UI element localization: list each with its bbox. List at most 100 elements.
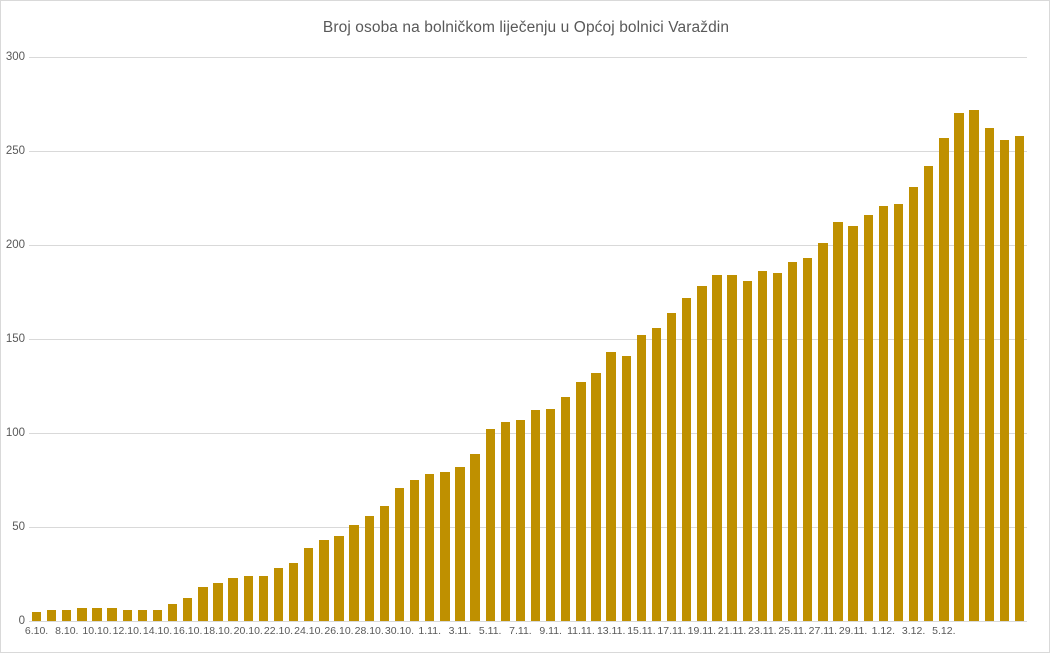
x-axis-tick-label: 3.12. xyxy=(901,625,926,637)
bar xyxy=(591,372,601,621)
gridline xyxy=(29,151,1027,152)
x-axis-tick-label: 7.11. xyxy=(509,625,532,637)
gridline xyxy=(29,433,1027,434)
bar xyxy=(485,429,495,621)
x-axis-tick-label: 21.11. xyxy=(717,625,747,637)
x-axis-tick-label: 15.11. xyxy=(627,625,656,637)
bar xyxy=(878,205,889,621)
plot-area xyxy=(29,57,1027,622)
bar xyxy=(666,312,677,621)
bar xyxy=(697,286,707,621)
bar xyxy=(228,577,238,621)
bar xyxy=(545,408,556,621)
bar xyxy=(863,214,873,621)
bar xyxy=(939,137,949,621)
x-axis-tick-label: 9.11. xyxy=(539,625,562,637)
x-axis-tick-label: 6.10. xyxy=(24,625,49,637)
bar xyxy=(273,568,284,621)
bar xyxy=(999,139,1009,621)
y-axis-tick-label: 0 xyxy=(18,615,25,627)
bar xyxy=(924,166,934,621)
x-axis-tick-label: 16.10. xyxy=(173,625,203,637)
bar-series xyxy=(29,57,1027,621)
bar xyxy=(833,222,843,621)
x-axis-tick-label: 3.11. xyxy=(448,625,472,637)
chart-title: Broj osoba na bolničkom liječenju u Općo… xyxy=(322,19,730,36)
x-axis-tick-label: 24.10. xyxy=(294,625,324,637)
x-axis-tick-label: 29.11. xyxy=(838,625,868,637)
bar xyxy=(621,355,631,621)
bar xyxy=(243,575,253,621)
bar xyxy=(803,258,813,621)
bar xyxy=(152,609,163,621)
gridline xyxy=(29,339,1027,340)
x-axis-tick-label: 26.10. xyxy=(324,625,354,637)
gridline xyxy=(29,57,1027,58)
bar xyxy=(969,109,979,621)
bar xyxy=(319,540,329,621)
bar xyxy=(379,506,390,621)
bar xyxy=(62,609,72,621)
x-axis-tick-label: 25.11. xyxy=(778,625,807,637)
bar xyxy=(349,525,359,621)
x-axis-tick-label: 5.11. xyxy=(478,625,502,637)
x-axis-tick-label: 27.11. xyxy=(808,625,838,637)
x-axis-tick-label: 28.10. xyxy=(354,625,384,637)
x-axis-tick-label: 22.10. xyxy=(263,625,294,637)
bar xyxy=(46,609,57,621)
x-axis-tick-label: 30.10. xyxy=(384,625,415,637)
x-axis-tick-label: 12.10. xyxy=(112,625,142,637)
gridline xyxy=(29,245,1027,246)
bar xyxy=(576,382,586,621)
bar xyxy=(908,186,919,621)
bar xyxy=(409,480,420,621)
x-axis-tick-label: 17.11. xyxy=(657,625,686,637)
y-axis-labels: 0 50 100 150 200 250 300 xyxy=(1,1,25,652)
bar xyxy=(712,275,722,621)
bar xyxy=(727,275,737,621)
bar xyxy=(954,113,964,621)
bar xyxy=(334,536,344,621)
bar xyxy=(651,327,662,621)
y-axis-tick-label: 200 xyxy=(5,239,25,251)
bar xyxy=(107,607,117,621)
y-axis-tick-label: 100 xyxy=(5,427,25,439)
bar xyxy=(682,297,692,621)
bar xyxy=(258,575,269,621)
bar xyxy=(757,271,768,621)
x-axis-tick-label: 11.11. xyxy=(567,625,595,637)
x-axis-tick-label: 1.11. xyxy=(418,625,441,637)
bar xyxy=(606,352,616,621)
y-axis-tick-label: 250 xyxy=(5,145,25,157)
bar xyxy=(742,280,752,621)
bar xyxy=(1014,135,1025,621)
bar xyxy=(515,419,526,621)
bar xyxy=(304,547,314,621)
bar xyxy=(787,261,798,621)
bar xyxy=(636,335,647,621)
bar xyxy=(561,397,571,621)
bar xyxy=(500,421,510,621)
bar xyxy=(31,611,42,621)
bar xyxy=(440,472,450,621)
y-axis-tick-label: 150 xyxy=(5,333,25,345)
bar xyxy=(984,128,994,621)
bar xyxy=(92,607,102,621)
x-axis-tick-label: 14.10. xyxy=(142,625,173,637)
bar xyxy=(530,410,541,621)
bar xyxy=(818,243,828,621)
bar xyxy=(183,598,193,621)
y-axis-tick-label: 300 xyxy=(5,51,25,63)
x-axis-tick-label: 20.10. xyxy=(233,625,263,637)
x-axis-labels: 6.10. 8.10. 10.10. 12.10. 14.10. 16.10. 18.10.… xyxy=(25,625,1027,649)
bar xyxy=(122,609,132,621)
bar xyxy=(893,203,904,621)
gridline xyxy=(29,527,1027,528)
bar xyxy=(288,562,299,621)
bar xyxy=(213,583,223,621)
x-axis-tick-label: 19.11. xyxy=(687,625,717,637)
bar xyxy=(137,609,148,621)
bar xyxy=(198,587,208,621)
bar xyxy=(455,466,465,621)
x-axis-tick-label: 10.10. xyxy=(82,625,112,637)
